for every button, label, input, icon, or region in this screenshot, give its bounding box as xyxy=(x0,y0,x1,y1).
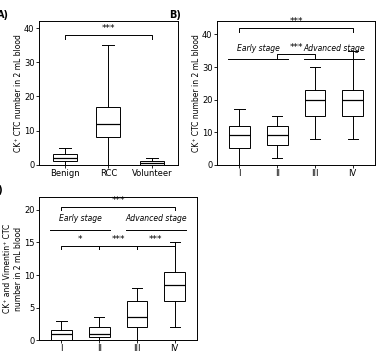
Text: *: * xyxy=(78,235,82,244)
Y-axis label: CK⁺ CTC number in 2 mL blood: CK⁺ CTC number in 2 mL blood xyxy=(192,34,200,152)
PathPatch shape xyxy=(229,126,250,149)
PathPatch shape xyxy=(96,107,120,137)
Text: B): B) xyxy=(169,10,181,20)
Text: ***: *** xyxy=(149,235,163,244)
PathPatch shape xyxy=(267,126,288,145)
Y-axis label: CK⁺ CTC number in 2 mL blood: CK⁺ CTC number in 2 mL blood xyxy=(14,34,22,152)
PathPatch shape xyxy=(164,272,185,301)
Text: ***: *** xyxy=(102,24,115,33)
Text: Advanced stage: Advanced stage xyxy=(125,214,187,223)
Text: C): C) xyxy=(0,185,3,195)
Text: Early stage: Early stage xyxy=(237,44,280,53)
Y-axis label: CK⁺ and Vimentin⁺ CTC
number in 2 mL blood: CK⁺ and Vimentin⁺ CTC number in 2 mL blo… xyxy=(3,224,23,313)
Text: ***: *** xyxy=(111,235,125,244)
Text: Advanced stage: Advanced stage xyxy=(303,44,365,53)
PathPatch shape xyxy=(305,90,325,116)
Text: Early stage: Early stage xyxy=(59,214,102,223)
PathPatch shape xyxy=(53,154,77,161)
PathPatch shape xyxy=(342,90,363,116)
Text: ***: *** xyxy=(111,196,125,205)
Text: A): A) xyxy=(0,10,9,20)
PathPatch shape xyxy=(51,330,72,340)
PathPatch shape xyxy=(89,327,110,337)
Text: ***: *** xyxy=(289,43,303,52)
Text: ***: *** xyxy=(289,17,303,26)
PathPatch shape xyxy=(140,161,164,165)
PathPatch shape xyxy=(127,301,147,327)
